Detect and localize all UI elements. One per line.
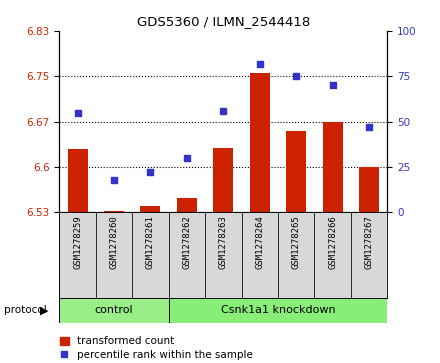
Text: GSM1278265: GSM1278265 [292,215,301,269]
Bar [169,298,387,323]
Bar [314,212,351,298]
Point [183,155,191,161]
Bar [351,212,387,298]
Text: GSM1278259: GSM1278259 [73,215,82,269]
Text: protocol: protocol [4,305,47,315]
Text: GSM1278267: GSM1278267 [364,215,374,269]
Bar [286,131,306,212]
Point [220,108,227,114]
Point [110,177,117,183]
Bar [96,212,132,298]
Text: GSM1278264: GSM1278264 [255,215,264,269]
Point [329,82,336,88]
Bar [278,212,314,298]
Bar [177,199,197,212]
Text: GSM1278263: GSM1278263 [219,215,228,269]
Bar [59,298,169,323]
Point [147,170,154,175]
Bar [59,212,96,298]
Text: GSM1278260: GSM1278260 [110,215,118,269]
Bar [213,148,233,212]
Bar [132,212,169,298]
Text: GSM1278261: GSM1278261 [146,215,155,269]
Text: GSM1278266: GSM1278266 [328,215,337,269]
Title: GDS5360 / ILMN_2544418: GDS5360 / ILMN_2544418 [137,15,310,28]
Point [74,110,81,115]
Legend: transformed count, percentile rank within the sample: transformed count, percentile rank withi… [60,337,253,360]
Point [293,73,300,79]
Bar [242,212,278,298]
Bar [250,73,270,212]
Bar [169,212,205,298]
Bar [359,167,379,212]
Text: ▶: ▶ [40,305,48,315]
Text: GSM1278262: GSM1278262 [182,215,191,269]
Bar [104,211,124,212]
Point [366,124,373,130]
Bar [68,149,88,212]
Text: Csnk1a1 knockdown: Csnk1a1 knockdown [220,305,335,315]
Text: control: control [95,305,133,315]
Bar [323,122,343,212]
Bar [205,212,242,298]
Point [256,61,263,66]
Bar [140,206,161,212]
